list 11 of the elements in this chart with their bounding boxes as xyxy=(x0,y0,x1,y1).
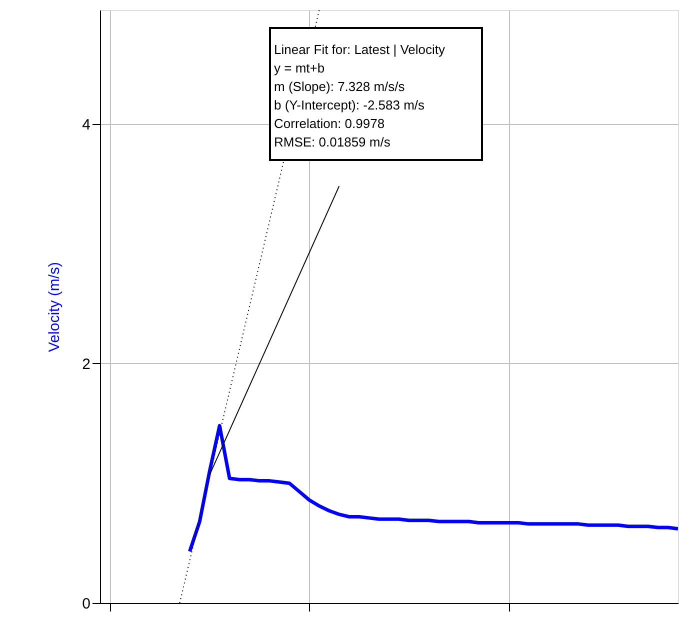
annotation: b (Y-Intercept): -2.583 m/s xyxy=(274,98,426,112)
annotation: Linear Fit for: Latest | Velocity xyxy=(274,42,446,57)
annotation: RMSE: 0.01859 m/s xyxy=(274,134,391,150)
annotation: y = mt+b xyxy=(274,60,325,76)
line-series xyxy=(188,424,678,554)
y-tick-label: 2 xyxy=(82,356,90,373)
annotation: m (Slope): 7.328 m/s/s xyxy=(274,79,406,94)
annotation: Correlation: 0.9978 xyxy=(274,116,385,131)
y-axis-title: Velocity (m/s) xyxy=(46,262,64,352)
y-tick-label: 4 xyxy=(82,116,90,134)
y-tick-label: 0 xyxy=(82,596,90,612)
